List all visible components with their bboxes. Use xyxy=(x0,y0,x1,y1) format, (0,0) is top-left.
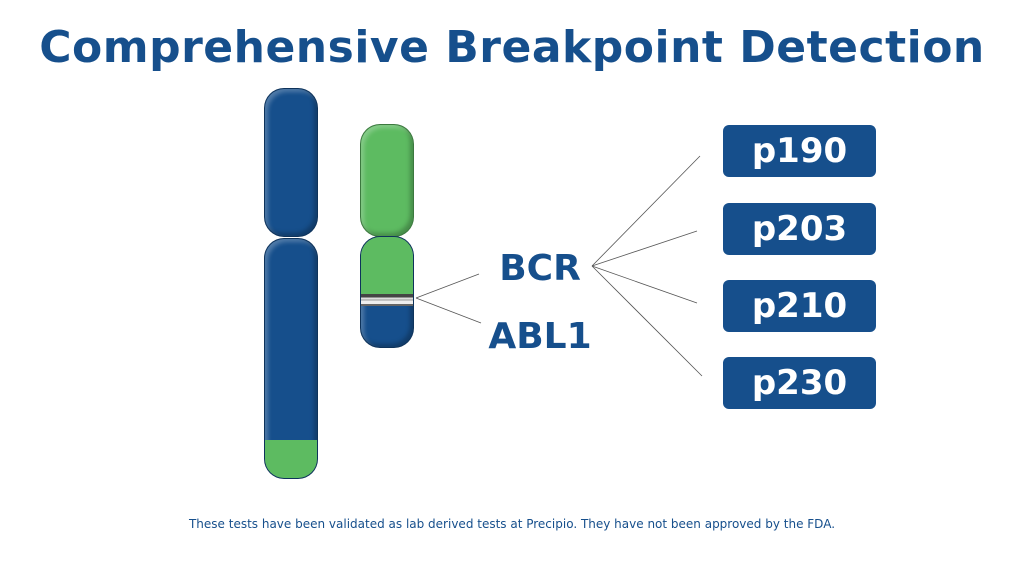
variant-p190: p190 xyxy=(723,125,876,177)
fusion-band xyxy=(361,294,413,306)
gene-label-bcr: BCR xyxy=(499,248,581,289)
line-to-p230 xyxy=(591,265,703,377)
variant-p203: p203 xyxy=(723,203,876,255)
line-to-bcr xyxy=(415,273,480,299)
variant-p230: p230 xyxy=(723,357,876,409)
line-to-abl1 xyxy=(415,297,482,324)
page-title: Comprehensive Breakpoint Detection xyxy=(39,22,985,73)
variant-p210: p210 xyxy=(723,280,876,332)
line-to-p203 xyxy=(591,230,698,267)
line-to-p190 xyxy=(591,155,701,267)
gene-label-abl1: ABL1 xyxy=(488,316,592,357)
line-to-p210 xyxy=(591,265,698,304)
disclaimer-footer: These tests have been validated as lab d… xyxy=(188,517,836,531)
